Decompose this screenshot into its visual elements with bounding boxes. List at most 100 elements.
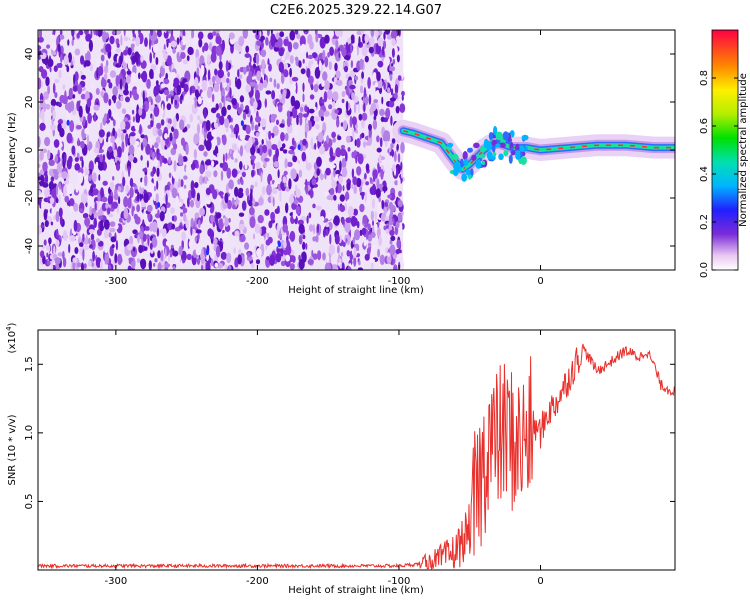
noise-cell (211, 31, 217, 36)
noise-cell (110, 136, 115, 144)
noise-cell (74, 247, 79, 254)
noise-cell (87, 260, 92, 267)
noise-cell (48, 181, 55, 191)
noise-cell (227, 71, 230, 78)
noise-cell (158, 128, 163, 137)
noise-cell (74, 71, 79, 82)
noise-cell (204, 176, 208, 185)
noise-cell (306, 68, 311, 78)
noise-cell (309, 187, 313, 199)
noise-cell (140, 134, 145, 139)
noise-cell (175, 112, 179, 122)
noise-cell (63, 55, 69, 66)
noise-cell (189, 199, 195, 208)
noise-cell (338, 175, 344, 184)
noise-cell (197, 96, 202, 105)
noise-cell (382, 185, 388, 192)
noise-cell (84, 30, 89, 36)
noise-cell (401, 95, 404, 101)
noise-cell (294, 184, 298, 190)
noise-cell (308, 224, 314, 232)
noise-cell (399, 103, 406, 113)
noise-cell (113, 193, 119, 201)
noise-cell (156, 148, 160, 156)
noise-cell (314, 106, 317, 113)
noise-cell (188, 240, 193, 249)
noise-cell (222, 232, 228, 239)
noise-cell (286, 116, 291, 128)
noise-cell (82, 248, 85, 261)
noise-cell (67, 183, 74, 195)
noise-cell (216, 153, 219, 158)
noise-cell (361, 44, 368, 57)
noise-cell (278, 47, 285, 57)
noise-cell (215, 245, 221, 258)
noise-cell (144, 174, 148, 187)
noise-cell (72, 257, 78, 263)
noise-cell (291, 106, 298, 119)
noise-cell (279, 123, 285, 128)
noise-cell (214, 160, 219, 165)
noise-cell (66, 252, 70, 262)
noise-cell (308, 108, 315, 114)
noise-cell (135, 36, 141, 47)
noise-cell (127, 47, 132, 56)
trace-blob (463, 158, 469, 166)
noise-cell (201, 264, 204, 270)
noise-cell (360, 85, 363, 94)
noise-cell (236, 78, 242, 90)
noise-cell (311, 249, 314, 258)
noise-cell (46, 252, 49, 258)
noise-cell (97, 66, 104, 76)
noise-cell (235, 131, 238, 139)
noise-cell (215, 212, 222, 219)
noise-cell (282, 223, 289, 233)
noise-cell (39, 122, 46, 131)
noise-cell (394, 92, 398, 100)
noise-cell (51, 118, 54, 126)
noise-cell (346, 199, 352, 204)
noise-cell (117, 253, 123, 266)
noise-cell (100, 122, 103, 131)
noise-cell (206, 87, 212, 99)
noise-cell (155, 57, 159, 65)
noise-cell (292, 155, 298, 163)
spectrogram-ytick-label: 40 (24, 48, 35, 61)
noise-cell (277, 205, 280, 214)
noise-cell (164, 263, 171, 268)
noise-cell (49, 197, 55, 205)
noise-cell (123, 36, 129, 42)
noise-cell (173, 143, 178, 150)
noise-cell (76, 32, 80, 39)
noise-cell (197, 31, 204, 40)
noise-cell (171, 126, 175, 132)
noise-cell (128, 154, 134, 162)
noise-cell (218, 102, 223, 109)
noise-cell (227, 104, 232, 111)
noise-cell (315, 32, 319, 43)
noise-cell (199, 207, 206, 216)
noise-cell (240, 168, 243, 175)
noise-cell (140, 155, 143, 161)
noise-cell (125, 30, 131, 37)
noise-cell (194, 236, 198, 243)
noise-cell (293, 100, 301, 110)
noise-cell (388, 213, 392, 225)
noise-cell (275, 147, 279, 159)
noise-cell (353, 184, 358, 195)
snr-xtick-label: -300 (105, 576, 128, 587)
noise-cell (338, 52, 341, 58)
noise-cell (185, 165, 192, 174)
noise-cell (257, 148, 261, 154)
noise-cell (289, 30, 296, 41)
noise-cell (283, 240, 287, 249)
noise-cell (389, 66, 396, 72)
noise-cell (391, 48, 395, 58)
noise-cell (50, 176, 55, 182)
noise-cell (153, 185, 157, 192)
noise-cell (69, 68, 74, 79)
noise-cell (132, 157, 138, 164)
noise-cell (53, 30, 56, 36)
noise-cell (327, 52, 330, 58)
noise-cell (108, 213, 114, 218)
